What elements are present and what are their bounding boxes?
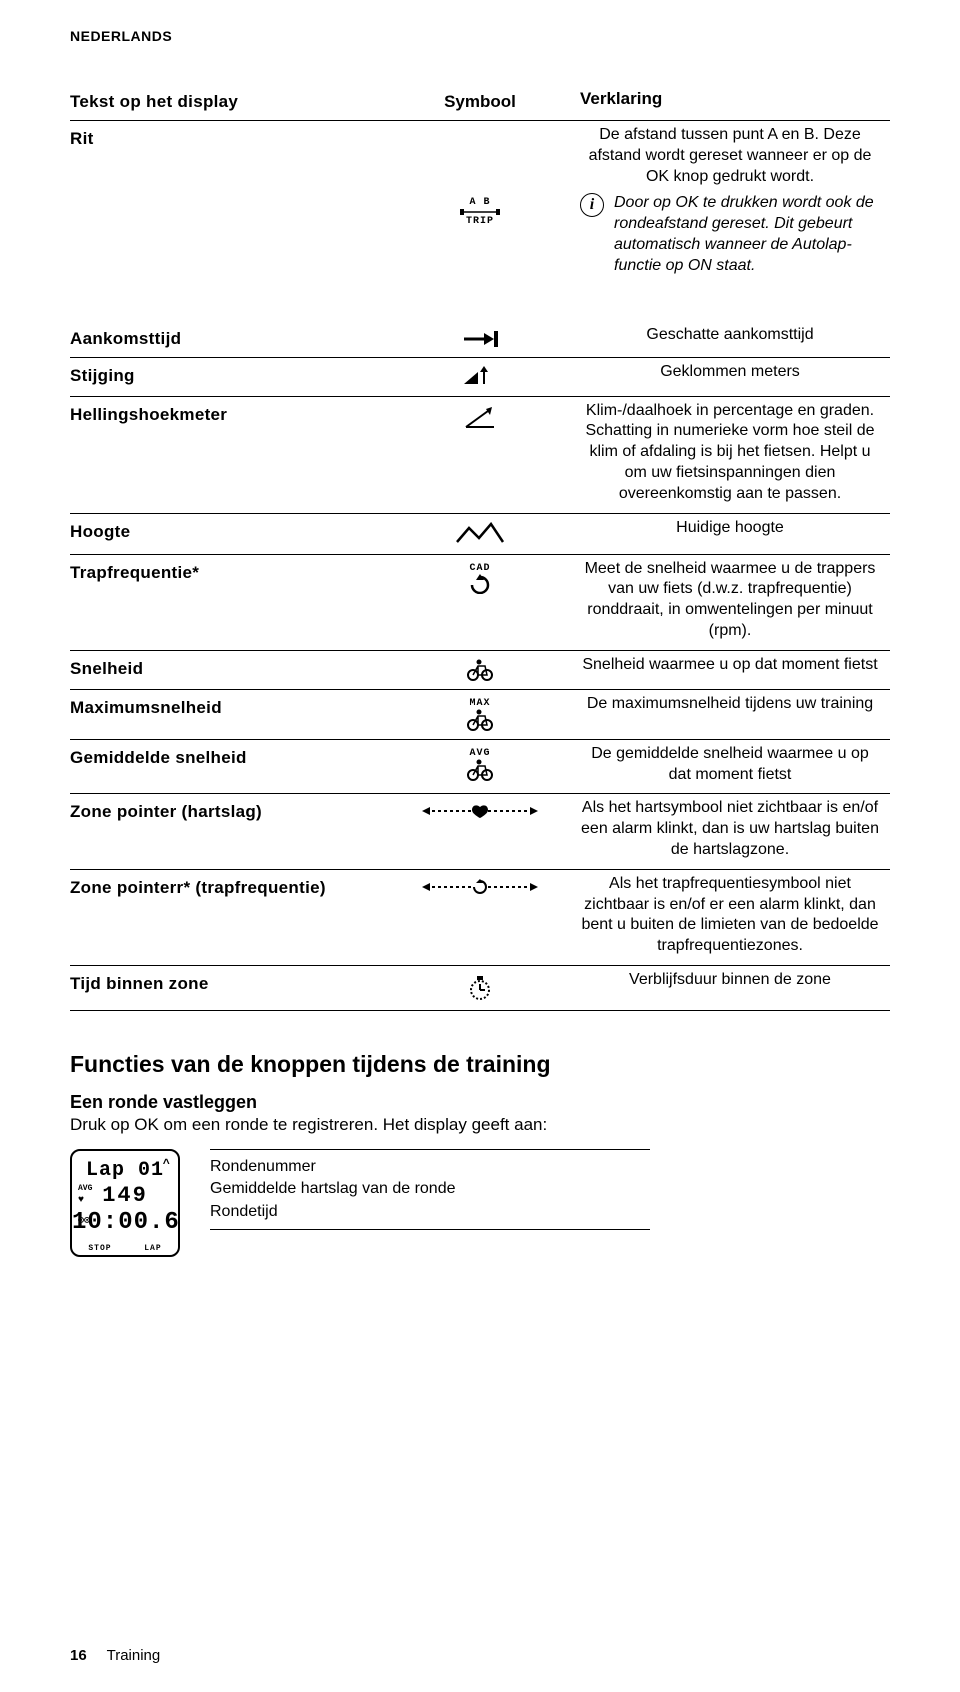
section-heading: Functies van de knoppen tijdens de train…	[70, 1051, 890, 1078]
row-desc: Geklommen meters	[570, 362, 890, 383]
table-row: Hellingshoekmeter Klim-/daalhoek in perce…	[70, 397, 890, 514]
row-desc: De gemiddelde snelheid waarmee u op dat …	[570, 744, 890, 786]
row-label: Maximumsnelheid	[70, 694, 390, 718]
trip-symbol-ab-icon: A B	[469, 197, 490, 208]
subsection-heading: Een ronde vastleggen	[70, 1092, 890, 1113]
table-row: Zone pointerr* (trapfrequentie) Als het t…	[70, 870, 890, 966]
page-footer: 16 Training	[70, 1647, 160, 1664]
table-row: Trapfrequentie*CADMeet de snelheid waarm…	[70, 555, 890, 651]
header-symbol: Symbool	[390, 88, 570, 112]
climb-icon	[390, 362, 570, 388]
row-label: Zone pointerr* (trapfrequentie)	[70, 874, 390, 898]
row-desc: Als het hartsymbool niet zichtbaar is en…	[570, 798, 890, 860]
mountain-icon	[390, 518, 570, 546]
row-desc: Verblijfsduur binnen de zone	[570, 970, 890, 991]
row-label: Stijging	[70, 362, 390, 386]
table-row: Tijd binnen zone Verblijfsduur binnen de …	[70, 966, 890, 1011]
lap-info-box: Rondenummer Gemiddelde hartslag van de r…	[210, 1149, 650, 1230]
bike-icon	[390, 655, 570, 681]
row-desc: De maximumsnelheid tijdens uw training	[570, 694, 890, 715]
row-label: Zone pointer (hartslag)	[70, 798, 390, 822]
trip-symbol-line-icon	[460, 208, 500, 216]
header-explanation: Verklaring	[570, 88, 890, 110]
incline-icon	[390, 401, 570, 431]
trip-symbol-trip-icon: TRIP	[466, 216, 494, 227]
lap-info-3: Rondetijd	[210, 1201, 650, 1223]
row-desc: Huidige hoogte	[570, 518, 890, 539]
header-display-text: Tekst op het display	[70, 88, 390, 112]
rit-symbol: A B TRIP	[390, 193, 570, 227]
table-row: MaximumsnelheidMAXDe maximumsnelheid tij…	[70, 690, 890, 740]
table-row: Stijging Geklommen meters	[70, 358, 890, 397]
row-rit-2: A B TRIP i Door op OK te drukken wordt o…	[70, 189, 890, 290]
lap-info-2: Gemiddelde hartslag van de ronde	[210, 1178, 650, 1200]
row-desc: Als het trapfrequentiesymbool niet zicht…	[570, 874, 890, 957]
lap-display-icon: Lap 01 ^ AVG ♥ 149 ⊙⊙ 10:00.6 STOPLAP	[70, 1149, 180, 1257]
lap-info-1: Rondenummer	[210, 1156, 650, 1178]
section-body: Druk op OK om een ronde te registreren. …	[70, 1115, 890, 1135]
table-row: Zone pointer (hartslag) Als het hartsymbo…	[70, 794, 890, 869]
table-header-row: Tekst op het display Symbool Verklaring	[70, 84, 890, 121]
row-desc: Meet de snelheid waarmee u de trappers v…	[570, 559, 890, 642]
max-bike-icon: MAX	[390, 694, 570, 731]
table-row: Hoogte Huidige hoogte	[70, 514, 890, 555]
arrow-flag-icon	[390, 325, 570, 349]
stopwatch-icon	[390, 970, 570, 1002]
info-icon: i	[580, 193, 604, 217]
page-number: 16	[70, 1647, 87, 1664]
row-label: Aankomsttijd	[70, 325, 390, 349]
lap-block: Lap 01 ^ AVG ♥ 149 ⊙⊙ 10:00.6 STOPLAP Ro…	[70, 1149, 890, 1257]
row-label: Hoogte	[70, 518, 390, 542]
row-label: Hellingshoekmeter	[70, 401, 390, 425]
row-desc: Klim-/daalhoek in percentage en graden. …	[570, 401, 890, 505]
table-row: Snelheid Snelheid waarmee u op dat moment…	[70, 651, 890, 690]
rit-label: Rit	[70, 125, 390, 149]
chapter-name: Training	[107, 1647, 161, 1664]
zone-heart-icon	[390, 798, 570, 820]
row-label: Snelheid	[70, 655, 390, 679]
row-label: Tijd binnen zone	[70, 970, 390, 994]
row-rit-1: Rit De afstand tussen punt A en B. Deze …	[70, 121, 890, 189]
table-row: Aankomsttijd Geschatte aankomsttijd	[70, 321, 890, 358]
rit-desc-2: i Door op OK te drukken wordt ook de ron…	[570, 193, 890, 276]
row-label: Gemiddelde snelheid	[70, 744, 390, 768]
row-desc: Geschatte aankomsttijd	[570, 325, 890, 346]
language-header: NEDERLANDS	[70, 28, 890, 44]
cad-icon: CAD	[390, 559, 570, 594]
row-label: Trapfrequentie*	[70, 559, 390, 583]
row-desc: Snelheid waarmee u op dat moment fietst	[570, 655, 890, 676]
rit-desc-1: De afstand tussen punt A en B. Deze afst…	[570, 125, 890, 187]
avg-bike-icon: AVG	[390, 744, 570, 781]
table-row: Gemiddelde snelheidAVGDe gemiddelde snel…	[70, 740, 890, 795]
zone-cad-icon	[390, 874, 570, 896]
